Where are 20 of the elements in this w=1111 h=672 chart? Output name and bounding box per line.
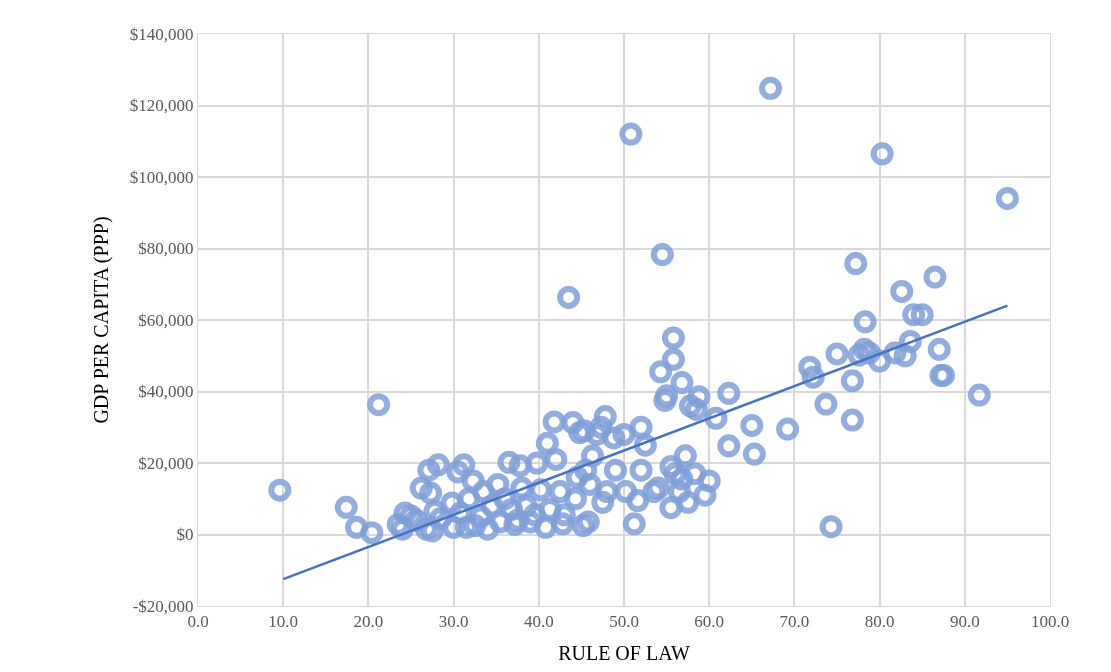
y-tick-label: $60,000 (138, 310, 194, 330)
x-tick-label: 90.0 (949, 612, 980, 632)
x-tick-label: 30.0 (438, 612, 469, 632)
y-tick-label: $20,000 (138, 453, 194, 473)
x-tick-label: 40.0 (523, 612, 554, 632)
x-tick-label: 10.0 (268, 612, 299, 632)
y-tick-label: $40,000 (138, 382, 194, 402)
x-tick-label: 80.0 (864, 612, 895, 632)
y-axis-title: GDP PER CAPITA (PPP) (90, 216, 114, 424)
y-tick-label: $120,000 (129, 96, 194, 116)
x-tick-label: 20.0 (353, 612, 384, 632)
y-tick-label: $0 (176, 525, 194, 545)
x-tick-label: 100.0 (1030, 612, 1070, 632)
x-tick-label: 70.0 (779, 612, 810, 632)
x-tick-label: 60.0 (694, 612, 725, 632)
x-tick-label: 50.0 (609, 612, 639, 632)
y-tick-label: $100,000 (129, 167, 194, 187)
y-tick-label: $140,000 (129, 24, 194, 44)
x-axis-title: RULE OF LAW (558, 641, 690, 664)
y-tick-label: $80,000 (138, 239, 194, 259)
